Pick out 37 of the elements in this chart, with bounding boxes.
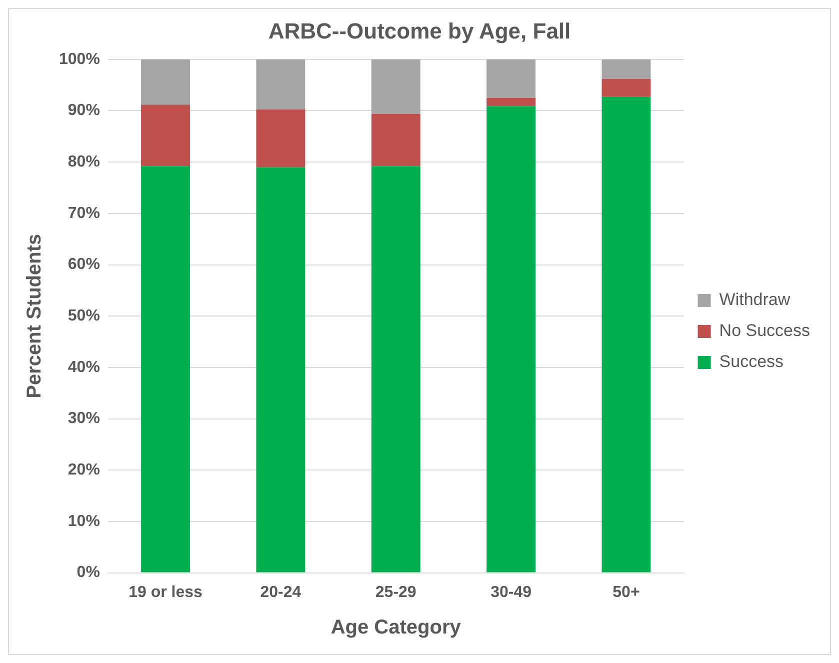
- bar: [141, 59, 190, 105]
- y-tick-label: 40%: [68, 358, 100, 376]
- legend-label: No Success: [719, 321, 810, 340]
- y-tick-label: 100%: [59, 50, 100, 68]
- chart-title: ARBC--Outcome by Age, Fall: [268, 18, 571, 44]
- bar: [486, 59, 536, 98]
- legend-label: Withdraw: [719, 290, 791, 310]
- bar: [141, 166, 190, 572]
- y-tick-label: 50%: [68, 308, 100, 325]
- bar: [371, 59, 420, 114]
- x-tick-label: 25-29: [375, 584, 416, 601]
- x-tick-label: 30-49: [490, 584, 532, 601]
- x-axis-title: Age Category: [330, 616, 462, 639]
- bar: [486, 106, 536, 572]
- y-tick-label: 80%: [68, 153, 100, 170]
- bar: [141, 104, 190, 166]
- y-tick-label: 70%: [68, 204, 100, 222]
- bar: [371, 114, 420, 166]
- y-tick-label: 90%: [68, 102, 100, 120]
- bar: [602, 78, 651, 97]
- legend-label: Success: [719, 352, 784, 372]
- bar: [256, 167, 306, 572]
- y-tick-label: 0%: [76, 564, 100, 582]
- y-tick-label: 30%: [68, 410, 100, 428]
- x-tick-label: 19 or less: [128, 584, 203, 601]
- y-tick-label: 10%: [68, 512, 100, 530]
- y-tick-label: 20%: [68, 462, 100, 479]
- bar: [602, 59, 651, 79]
- bar: [602, 96, 651, 572]
- bar: [486, 98, 536, 106]
- bar: [371, 166, 420, 572]
- x-tick-label: 20-24: [260, 584, 302, 601]
- bar: [256, 109, 306, 168]
- bar: [256, 59, 306, 110]
- y-tick-label: 60%: [68, 256, 100, 274]
- y-axis-title: Percent Students: [24, 234, 46, 398]
- x-tick-label: 50+: [612, 584, 640, 601]
